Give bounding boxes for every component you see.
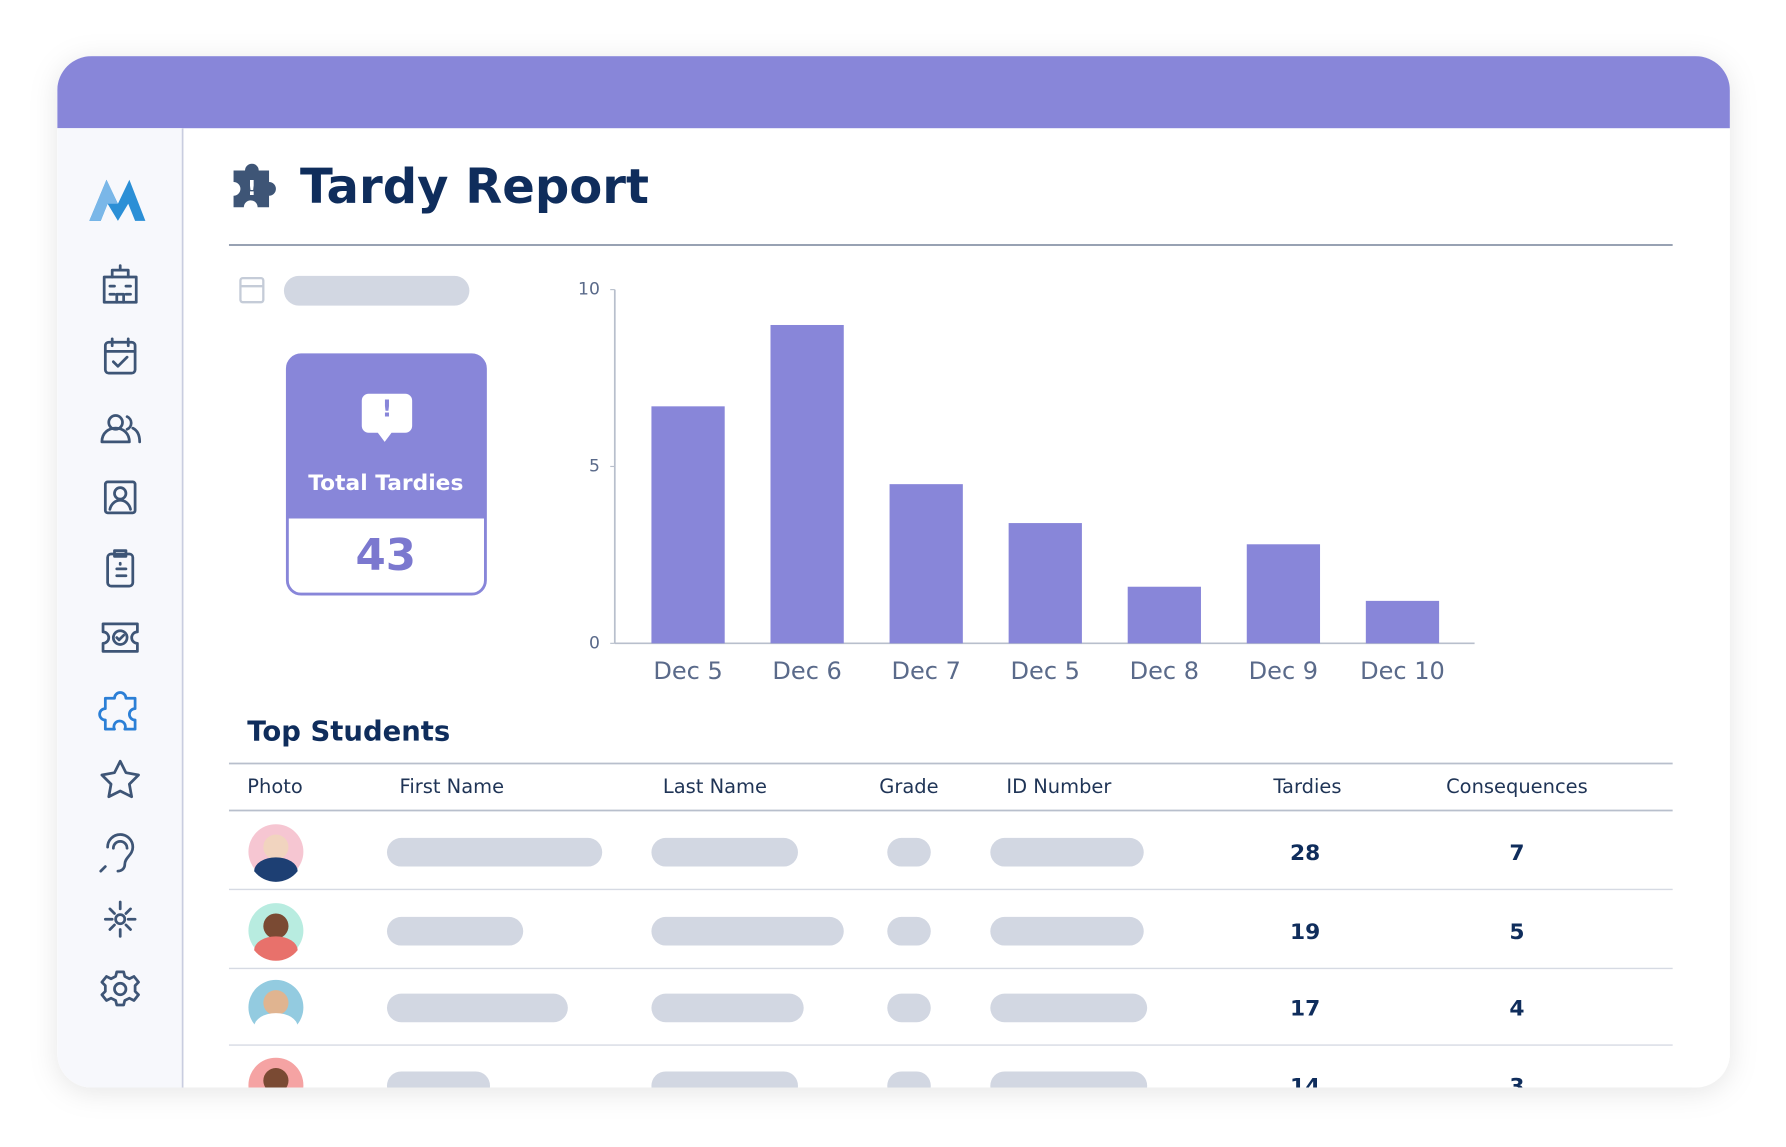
summary-label: Total Tardies <box>308 471 463 496</box>
grade-placeholder <box>887 1071 931 1088</box>
y-tick-label: 10 <box>578 280 600 300</box>
first-name-placeholder <box>386 1071 491 1088</box>
x-tick-label: Dec 5 <box>1011 657 1080 685</box>
nav-profile[interactable] <box>103 480 137 515</box>
column-header: Grade <box>879 775 938 798</box>
date-filter[interactable] <box>239 275 470 306</box>
y-tick-label: 5 <box>589 456 600 476</box>
first-name-placeholder <box>386 993 568 1023</box>
student-photo <box>248 824 304 882</box>
nav-puzzle[interactable] <box>98 691 137 731</box>
last-name-placeholder <box>651 916 844 946</box>
bar <box>1127 586 1201 644</box>
tardies-cell: 19 <box>1290 920 1320 945</box>
photo-face <box>263 990 289 1016</box>
bar <box>1365 600 1440 644</box>
photo-shirt <box>254 936 298 961</box>
summary-value: 43 <box>356 531 417 581</box>
nav-calendar[interactable] <box>103 337 137 375</box>
student-photo <box>248 979 304 1038</box>
x-tick-label: Dec 6 <box>772 657 841 685</box>
grade-placeholder <box>887 916 931 946</box>
consequences-cell: 7 <box>1509 841 1524 866</box>
nav-star[interactable] <box>100 759 140 799</box>
photo-shirt <box>254 857 298 882</box>
logo <box>89 179 146 221</box>
column-header: Photo <box>247 775 303 798</box>
x-tick-label: Dec 10 <box>1360 657 1445 685</box>
x-tick-label: Dec 7 <box>891 657 960 685</box>
title-icon: ! <box>233 163 276 208</box>
x-tick-label: Dec 8 <box>1130 657 1199 685</box>
nav-users[interactable] <box>100 414 142 444</box>
x-tick-label: Dec 9 <box>1249 657 1318 685</box>
id-placeholder <box>990 837 1144 867</box>
consequences-cell: 4 <box>1509 997 1524 1022</box>
id-placeholder <box>990 916 1144 946</box>
column-header: First Name <box>400 775 505 798</box>
student-photo <box>248 903 304 961</box>
nav-ear[interactable] <box>99 833 135 873</box>
page-title: Tardy Report <box>300 159 649 215</box>
photo-shirt <box>254 1091 298 1115</box>
x-tick-label: Dec 5 <box>653 657 722 685</box>
svg-text:!: ! <box>247 176 256 200</box>
column-header: ID Number <box>1006 775 1111 798</box>
photo-face <box>263 834 289 860</box>
last-name-placeholder <box>651 837 798 867</box>
bar <box>770 324 844 644</box>
svg-text:!: ! <box>382 396 392 422</box>
id-placeholder <box>990 993 1148 1023</box>
bar <box>1008 523 1082 644</box>
bar <box>889 484 963 644</box>
tardies-cell: 17 <box>1290 997 1320 1022</box>
photo-shirt <box>254 1013 298 1038</box>
photo-face <box>263 913 289 939</box>
sidebar <box>57 128 184 1088</box>
nav-clipboard[interactable] <box>106 549 135 588</box>
top-bar <box>57 56 1730 129</box>
nav-burst[interactable] <box>103 900 137 938</box>
consequences-cell: 3 <box>1509 1074 1524 1099</box>
id-placeholder <box>990 1071 1148 1088</box>
last-name-placeholder <box>651 993 804 1023</box>
grade-placeholder <box>887 837 931 867</box>
y-tick-label: 0 <box>589 633 600 653</box>
window-content: ! Tardy Report ! Total Tardies 43 0510De… <box>57 56 1730 1115</box>
nav-ticket[interactable] <box>101 622 139 653</box>
nav-icons <box>98 264 142 1007</box>
tardies-cell: 28 <box>1290 841 1320 866</box>
last-name-placeholder <box>651 1071 798 1088</box>
tardies-cell: 14 <box>1290 1074 1320 1099</box>
students-table: Photo First Name Last Name Grade ID Number Ta… <box>228 762 1673 1115</box>
student-photo <box>248 1057 304 1115</box>
column-header: Consequences <box>1446 775 1588 798</box>
column-header: Tardies <box>1272 775 1341 798</box>
bar <box>1246 544 1321 644</box>
first-name-placeholder <box>386 916 524 946</box>
bar-chart: 0 5 10 Dec 5 Dec 6 Dec 7 Dec 5 Dec 8 Dec 9 Dec 10 <box>578 280 1475 685</box>
consequences-cell: 5 <box>1509 920 1524 945</box>
table-title: Top Students <box>247 717 450 748</box>
photo-face <box>263 1068 289 1088</box>
bar <box>651 406 725 644</box>
nav-settings[interactable] <box>100 970 140 1007</box>
grade-placeholder <box>887 993 931 1023</box>
nav-school[interactable] <box>102 264 138 304</box>
first-name-placeholder <box>386 837 603 867</box>
column-header: Last Name <box>663 775 767 798</box>
summary-card: ! Total Tardies 43 <box>285 353 487 596</box>
